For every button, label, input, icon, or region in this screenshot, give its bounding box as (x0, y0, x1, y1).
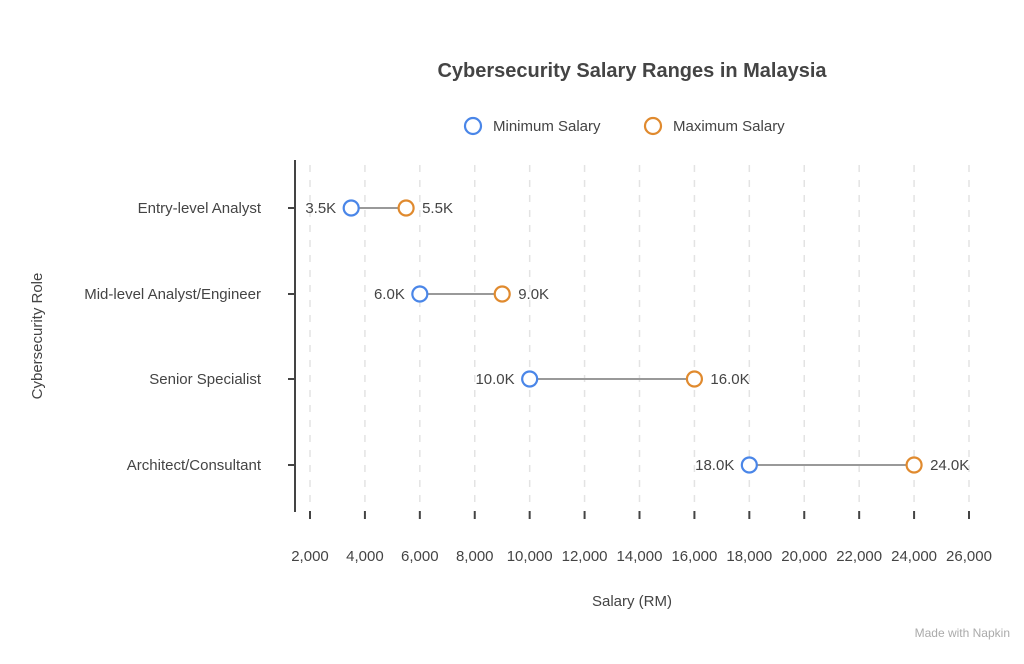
x-tick-label: 26,000 (946, 548, 992, 565)
min-salary-label: 10.0K (475, 371, 514, 388)
y-tick-label: Mid-level Analyst/Engineer (84, 286, 261, 303)
x-axis-label: Salary (RM) (592, 593, 672, 610)
x-tick-label: 2,000 (291, 548, 329, 565)
max-salary-point (493, 285, 511, 303)
max-salary-label: 16.0K (710, 371, 749, 388)
x-tick-label: 24,000 (891, 548, 937, 565)
marks: 3.5K 5.5K 6.0K 9.0K 10.0K 16.0K 18.0K 24.0K (305, 199, 969, 474)
legend-marker-1 (643, 116, 663, 136)
x-tick-label: 16,000 (671, 548, 717, 565)
y-tick-label: Senior Specialist (149, 371, 262, 388)
min-salary-point (521, 370, 539, 388)
x-tick-label: 12,000 (562, 548, 608, 565)
max-salary-point (397, 199, 415, 217)
min-salary-point (740, 456, 758, 474)
max-salary-label: 5.5K (422, 200, 453, 217)
x-tick-label: 6,000 (401, 548, 439, 565)
min-salary-point (411, 285, 429, 303)
min-salary-label: 18.0K (695, 457, 734, 474)
y-axis-label: Cybersecurity Role (29, 273, 46, 400)
min-salary-label: 6.0K (374, 286, 405, 303)
min-salary-label: 3.5K (305, 200, 336, 217)
x-tick-label: 8,000 (456, 548, 494, 565)
grid (309, 165, 970, 505)
x-tick-label: 14,000 (617, 548, 663, 565)
max-salary-point (905, 456, 923, 474)
max-salary-point (685, 370, 704, 388)
y-tick-label: Entry-level Analyst (138, 200, 262, 217)
x-tick-label: 22,000 (836, 548, 882, 565)
legend-label-1: Maximum Salary (673, 118, 785, 135)
x-tick-label: 20,000 (781, 548, 827, 565)
chart-title: Cybersecurity Salary Ranges in Malaysia (437, 60, 827, 82)
max-salary-label: 9.0K (518, 286, 549, 303)
watermark: Made with Napkin (915, 626, 1010, 640)
x-tick-label: 18,000 (726, 548, 772, 565)
max-salary-label: 24.0K (930, 457, 969, 474)
y-tick-label: Architect/Consultant (127, 457, 262, 474)
axes: 2,000 4,000 6,000 8,000 10,000 12,000 14,000 16… (84, 160, 992, 565)
legend: Minimum Salary Maximum Salary (463, 116, 785, 136)
min-salary-point (342, 199, 360, 217)
legend-marker-0 (463, 116, 483, 136)
x-tick-label: 10,000 (507, 548, 553, 565)
legend-label-0: Minimum Salary (493, 118, 601, 135)
x-tick-label: 4,000 (346, 548, 384, 565)
